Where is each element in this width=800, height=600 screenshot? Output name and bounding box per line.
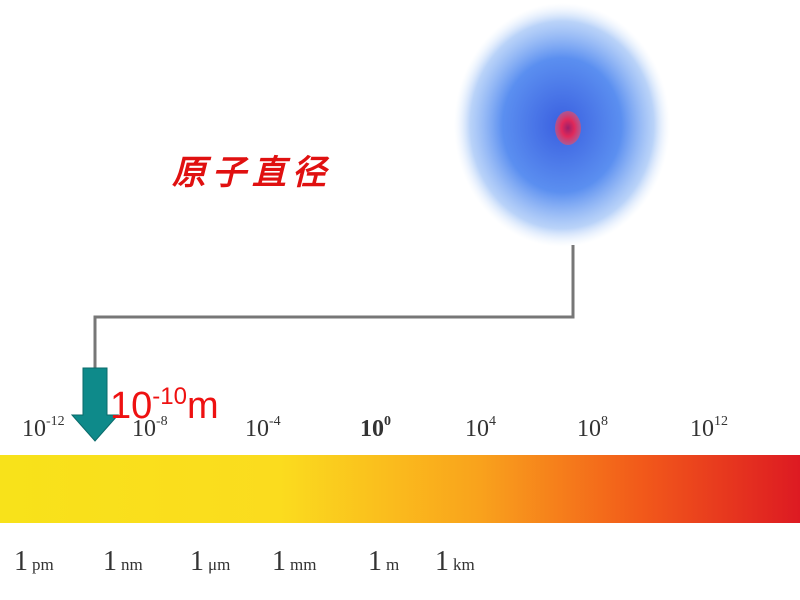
power-label: 108	[577, 414, 608, 442]
unit-label: 1 pm	[14, 546, 54, 577]
unit-label: 1 km	[435, 546, 475, 577]
power-exponent: 12	[714, 414, 728, 429]
power-base: 10	[132, 416, 156, 442]
unit-number: 1	[103, 546, 117, 577]
power-labels: 10-12 10-8 10-4 100 104 108 1012	[22, 414, 728, 442]
unit-number: 1	[190, 546, 204, 577]
nucleus	[555, 111, 581, 145]
power-label: 104	[465, 414, 496, 442]
unit-number: 1	[368, 546, 382, 577]
power-label: 10-12	[22, 414, 65, 442]
unit-name: km	[453, 555, 475, 574]
arrow	[70, 367, 120, 442]
scale-bar	[0, 455, 800, 523]
power-base: 10	[690, 416, 714, 442]
power-base: 10	[360, 416, 384, 442]
annotation-unit: m	[187, 385, 219, 427]
power-label: 1012	[690, 414, 728, 442]
power-exponent: 0	[384, 414, 391, 429]
annotation-base: 10	[110, 385, 152, 427]
power-base: 10	[22, 416, 46, 442]
unit-label: 1 nm	[103, 546, 143, 577]
annotation-exponent: -10	[152, 383, 187, 410]
power-exponent: -4	[269, 414, 281, 429]
unit-name: pm	[32, 555, 54, 574]
power-base: 10	[465, 416, 489, 442]
annotation: 10-10m	[110, 383, 219, 427]
unit-name: μm	[208, 555, 230, 574]
unit-labels: 1 pm 1 nm 1 μm 1 mm 1 m 1 km	[14, 546, 475, 577]
unit-number: 1	[14, 546, 28, 577]
unit-label: 1 μm	[190, 546, 230, 577]
power-exponent: 8	[601, 414, 608, 429]
unit-number: 1	[272, 546, 286, 577]
power-base: 10	[245, 416, 269, 442]
unit-label: 1 mm	[272, 546, 316, 577]
unit-number: 1	[435, 546, 449, 577]
connector	[93, 245, 575, 368]
power-label: 100	[360, 414, 391, 442]
title: 原子直径	[172, 153, 332, 193]
power-exponent: -12	[46, 414, 65, 429]
power-label: 10-4	[245, 414, 281, 442]
power-base: 10	[577, 416, 601, 442]
unit-name: mm	[290, 555, 316, 574]
power-exponent: 4	[489, 414, 496, 429]
power-label: 10-8	[132, 414, 168, 442]
unit-name: nm	[121, 555, 143, 574]
unit-name: m	[386, 555, 399, 574]
power-exponent: -8	[156, 414, 168, 429]
